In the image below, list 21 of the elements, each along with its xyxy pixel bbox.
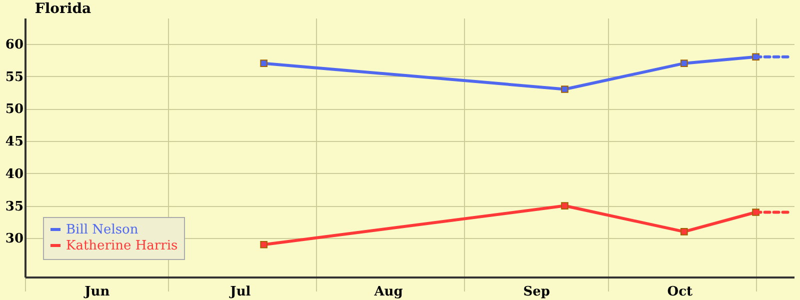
point: [260, 60, 268, 67]
point: [561, 202, 568, 210]
point: [561, 86, 568, 93]
x-tick-label: Sep: [523, 284, 550, 300]
y-tick-label: 60: [5, 37, 24, 52]
point: [680, 228, 688, 236]
legend-label: Bill Nelson: [66, 222, 139, 238]
x-tick-label: Aug: [373, 284, 403, 300]
y-tick-label: 55: [5, 70, 24, 85]
y-tick-label: 50: [5, 102, 24, 118]
y-tick-label: 40: [5, 166, 24, 182]
chart-title: Florida: [34, 1, 92, 17]
legend-label: Katherine Harris: [66, 238, 178, 254]
y-tick-label: 35: [5, 199, 24, 214]
x-tick-label: Jul: [229, 284, 251, 300]
point: [680, 60, 688, 67]
x-tick-label: Jun: [84, 284, 110, 300]
y-tick-label: 30: [5, 232, 24, 247]
x-tick-label: Oct: [667, 284, 692, 300]
point: [260, 240, 268, 248]
y-tick-label: 45: [5, 134, 24, 150]
